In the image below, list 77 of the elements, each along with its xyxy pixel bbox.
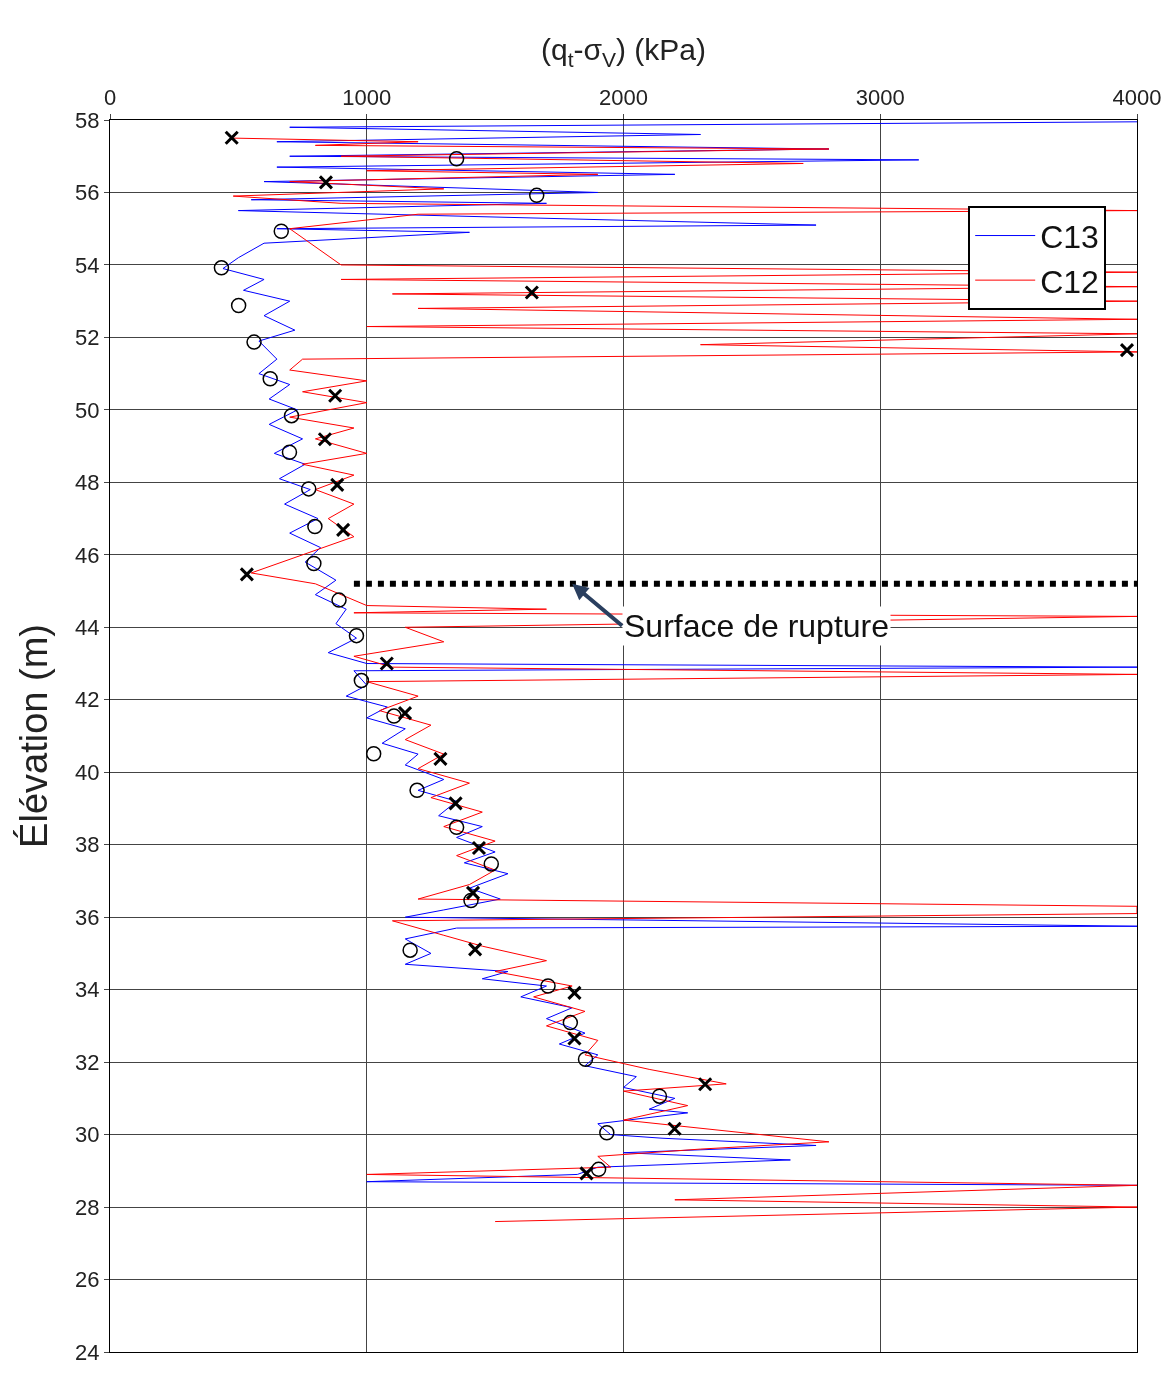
point — [524, 284, 540, 300]
point — [432, 751, 448, 767]
y-tick-label: 58 — [75, 107, 100, 133]
point — [353, 672, 370, 689]
point — [262, 370, 278, 387]
y-tick-label: 38 — [75, 832, 100, 858]
x-tick-label: 3000 — [855, 85, 905, 111]
x-tick-label: 2000 — [599, 85, 648, 111]
point — [667, 1121, 683, 1137]
point — [283, 407, 300, 424]
point — [590, 1161, 607, 1178]
point — [230, 297, 247, 314]
y-tick-label: 26 — [75, 1267, 100, 1293]
annotation: Surface de rupture — [624, 608, 890, 644]
point — [379, 656, 395, 672]
point — [300, 481, 317, 497]
point — [566, 985, 582, 1001]
legend-label: C13 — [1040, 219, 1099, 256]
y-tick-label: 48 — [75, 470, 100, 496]
point — [306, 555, 322, 572]
point — [246, 334, 262, 350]
point — [386, 708, 402, 724]
y-tick-label: 32 — [75, 1049, 100, 1075]
y-tick-label: 28 — [75, 1194, 100, 1220]
point — [317, 431, 333, 447]
point — [239, 566, 255, 582]
legend-label: C12 — [1040, 263, 1099, 300]
y-tick-label: 34 — [75, 977, 100, 1003]
point — [318, 174, 334, 190]
point — [448, 795, 464, 811]
point — [281, 444, 298, 461]
point — [577, 1051, 594, 1067]
point — [402, 942, 418, 958]
point — [224, 130, 240, 146]
y-tick-label: 40 — [75, 759, 100, 785]
x-axis-title: (q$_{t}$-σ$_{V}$) (kPa) — [540, 33, 707, 71]
y-tick-label: 30 — [75, 1122, 100, 1148]
x-tick-label: 4000 — [1112, 85, 1162, 111]
point — [273, 223, 289, 239]
point — [327, 388, 343, 404]
point — [566, 1031, 582, 1047]
y-tick-label: 24 — [75, 1339, 100, 1365]
point — [1119, 342, 1135, 358]
point — [409, 782, 425, 799]
point — [651, 1088, 668, 1104]
point — [307, 518, 323, 535]
point — [463, 892, 479, 909]
point — [465, 885, 481, 901]
x-tick-label: 1000 — [342, 85, 392, 111]
point — [335, 522, 351, 538]
point — [540, 978, 556, 994]
y-tick-label: 54 — [75, 252, 100, 278]
point — [471, 840, 487, 856]
x-tick-label: 0 — [103, 85, 117, 111]
y-tick-label: 42 — [75, 687, 100, 713]
point — [579, 1165, 595, 1181]
y-tick-label: 44 — [75, 614, 100, 640]
y-tick-label: 46 — [75, 542, 100, 568]
y-axis-title: Élévation (m) — [13, 624, 56, 848]
point — [213, 260, 230, 276]
point — [329, 477, 345, 493]
y-tick-label: 52 — [75, 325, 100, 351]
point — [697, 1076, 713, 1092]
point — [397, 705, 413, 721]
point — [448, 151, 465, 167]
point — [599, 1125, 615, 1141]
y-tick-label: 50 — [75, 397, 100, 423]
point — [331, 592, 347, 608]
point — [483, 856, 500, 872]
point — [448, 819, 465, 836]
point — [348, 627, 365, 644]
point — [365, 746, 382, 762]
point — [528, 187, 545, 204]
point — [467, 941, 483, 957]
y-tick-label: 56 — [75, 180, 100, 206]
point — [562, 1014, 579, 1031]
y-tick-label: 36 — [75, 904, 100, 930]
